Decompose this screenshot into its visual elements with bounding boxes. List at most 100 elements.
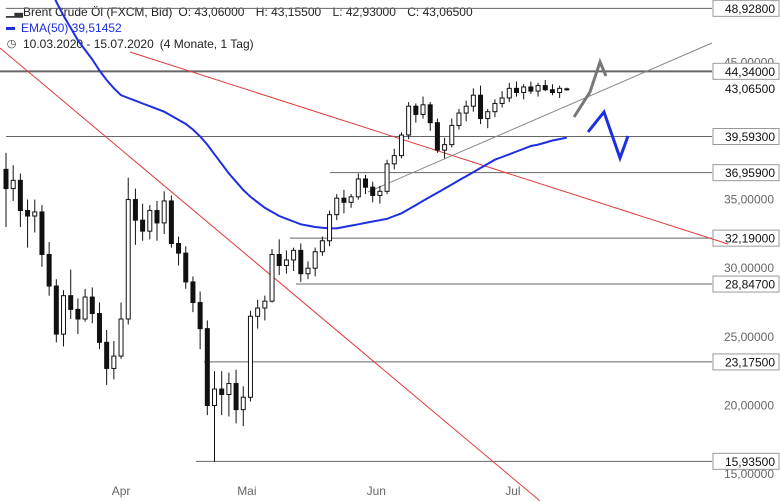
y-tick-label: 30,00000 [724,261,774,275]
legend-period: 10.03.2020 - 15.07.2020 [23,37,154,51]
candle [420,96,426,119]
level-label-box [712,0,780,17]
level-label: 15,93500 [725,455,775,469]
candle [276,239,282,276]
y-tick-label: 20,00000 [724,399,774,413]
candle [197,291,203,350]
candle-body [535,85,541,92]
candle-body [53,285,59,335]
candle-body [212,388,218,407]
candle-body [262,300,268,309]
candle [46,242,52,296]
candle-body [413,105,419,115]
candle [82,288,88,322]
candle-body [17,179,23,212]
candle [485,108,491,129]
level-label-box [712,452,780,470]
candle [377,185,383,204]
candle-body [370,186,376,196]
candle [334,194,340,221]
candle [427,102,433,131]
candle-body [478,94,484,120]
candle-body [3,168,9,190]
candle [463,100,469,122]
candle-body [391,155,397,165]
y-tick-label: 35,00000 [724,193,774,207]
candle [269,248,275,303]
x-tick-label: Jun [367,484,386,498]
candle [262,295,268,321]
candle-body [161,200,167,224]
candle-body [255,307,261,317]
candle [470,88,476,112]
candle [434,118,440,153]
candle [391,148,397,170]
candle-body [125,199,131,320]
candle-body [398,134,404,157]
candle-body [355,178,361,198]
candle-body [190,281,196,304]
candle [190,276,196,313]
level-label-box [712,353,780,371]
candle [104,329,110,385]
level-label: 32,19000 [725,232,775,246]
candle [161,191,167,234]
level-label: 23,17500 [725,355,775,369]
candle-body [341,197,347,203]
candle [61,290,67,347]
candle-body [240,396,246,411]
candle [327,210,333,247]
candle-body [348,196,354,203]
candle [53,279,59,343]
level-label-box [712,229,780,247]
candle [528,81,534,94]
candle-body [463,105,469,114]
candle-body [61,295,67,335]
candle-body [442,144,448,151]
candle-body [140,219,146,232]
candle [341,189,347,214]
candle [449,118,455,148]
candle-body [305,267,311,275]
candle [549,84,555,96]
candle [291,247,297,271]
candle [312,247,318,277]
candle-body [492,102,498,113]
candle-body [226,383,232,396]
candle-body [384,163,390,192]
candle-body [298,249,304,275]
y-tick-label: 15,00000 [724,467,774,481]
level-label-box [712,128,780,145]
candle [132,188,138,245]
candle [557,85,563,98]
candle [370,181,376,203]
candle [212,371,218,462]
candle [219,371,225,416]
candle [413,103,419,123]
candle-body [557,87,563,93]
candle-body [219,388,225,396]
candle [10,165,16,201]
candle [513,81,519,97]
candle-body [363,178,368,188]
candle-body [111,355,117,369]
ema-line [54,0,568,230]
candle [183,246,189,289]
ema-swatch [6,26,15,30]
candle-body [118,318,124,357]
candle [147,205,153,240]
candle-body [499,97,505,104]
trendline-resistance-red [129,51,729,245]
candle-body [68,295,74,310]
candle-body [542,85,548,91]
candle-body [10,179,16,190]
legend-period-detail: (4 Monate, 1 Tag) [159,37,254,51]
level-label: 44,34000 [725,65,775,79]
candle [233,369,239,424]
candle [240,386,246,427]
candle-body [521,86,527,93]
candle-body [283,259,289,266]
candle-body [82,296,88,320]
candle [247,310,253,402]
candle-body [89,296,95,315]
